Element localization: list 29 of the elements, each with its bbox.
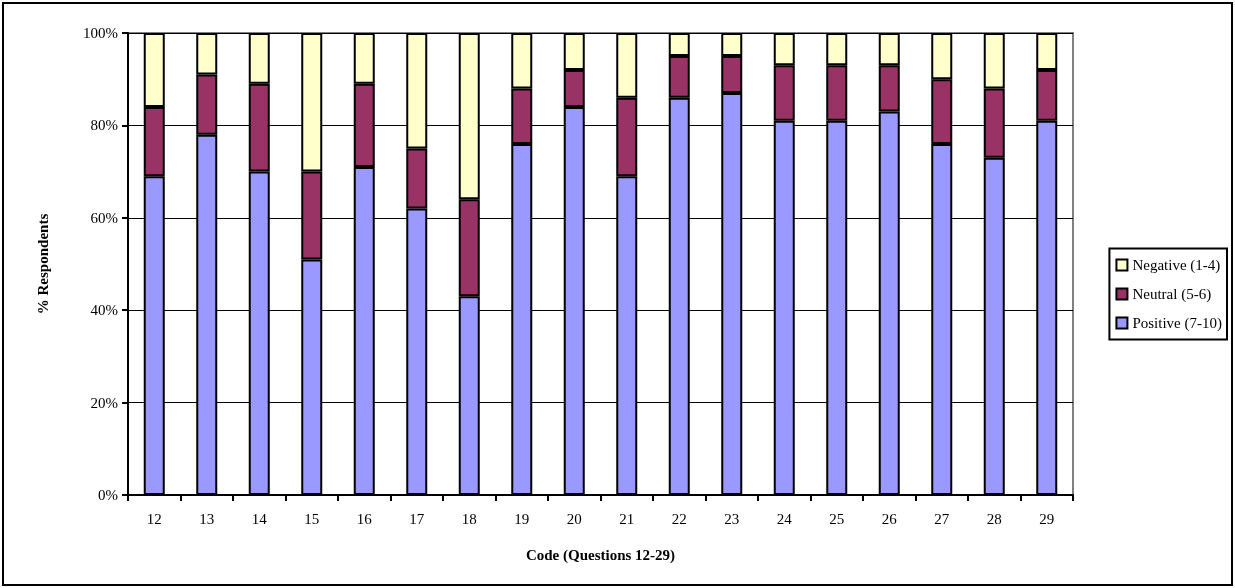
y-tick-label: 20% <box>90 394 118 411</box>
x-tick-label: 15 <box>304 510 320 527</box>
x-tick-label: 22 <box>671 510 687 527</box>
y-axis-title: % Respondents <box>34 213 51 315</box>
x-tick-label: 29 <box>1039 510 1055 527</box>
y-tick-label: 100% <box>83 25 118 41</box>
legend-label: Neutral (5-6) <box>1132 286 1212 303</box>
x-tick-label: 19 <box>514 510 530 527</box>
x-tick-label: 23 <box>724 510 740 527</box>
x-tick-label: 13 <box>199 510 215 527</box>
y-tick-label: 40% <box>90 302 118 319</box>
x-tick-label: 18 <box>461 510 477 527</box>
x-tick-label: 16 <box>356 510 373 527</box>
y-tick-label: 0% <box>98 487 118 503</box>
x-tick-label: 24 <box>776 510 793 527</box>
x-tick-label: 27 <box>934 510 950 527</box>
x-tick-label: 17 <box>409 510 425 527</box>
x-tick-label: 25 <box>829 510 845 527</box>
x-tick-label: 20 <box>566 510 582 527</box>
legend-label: Positive (7-10) <box>1132 315 1222 332</box>
x-tick-label: 21 <box>619 510 635 527</box>
x-tick-label: 28 <box>986 510 1002 527</box>
y-tick-label: 80% <box>90 117 118 134</box>
x-tick-label: 12 <box>146 510 162 527</box>
legend-label: Negative (1-4) <box>1132 257 1221 274</box>
x-axis-title: Code (Questions 12-29) <box>525 546 676 564</box>
x-tick-label: 26 <box>881 510 898 527</box>
y-tick-label: 60% <box>90 209 118 226</box>
x-tick-label: 14 <box>251 510 268 527</box>
